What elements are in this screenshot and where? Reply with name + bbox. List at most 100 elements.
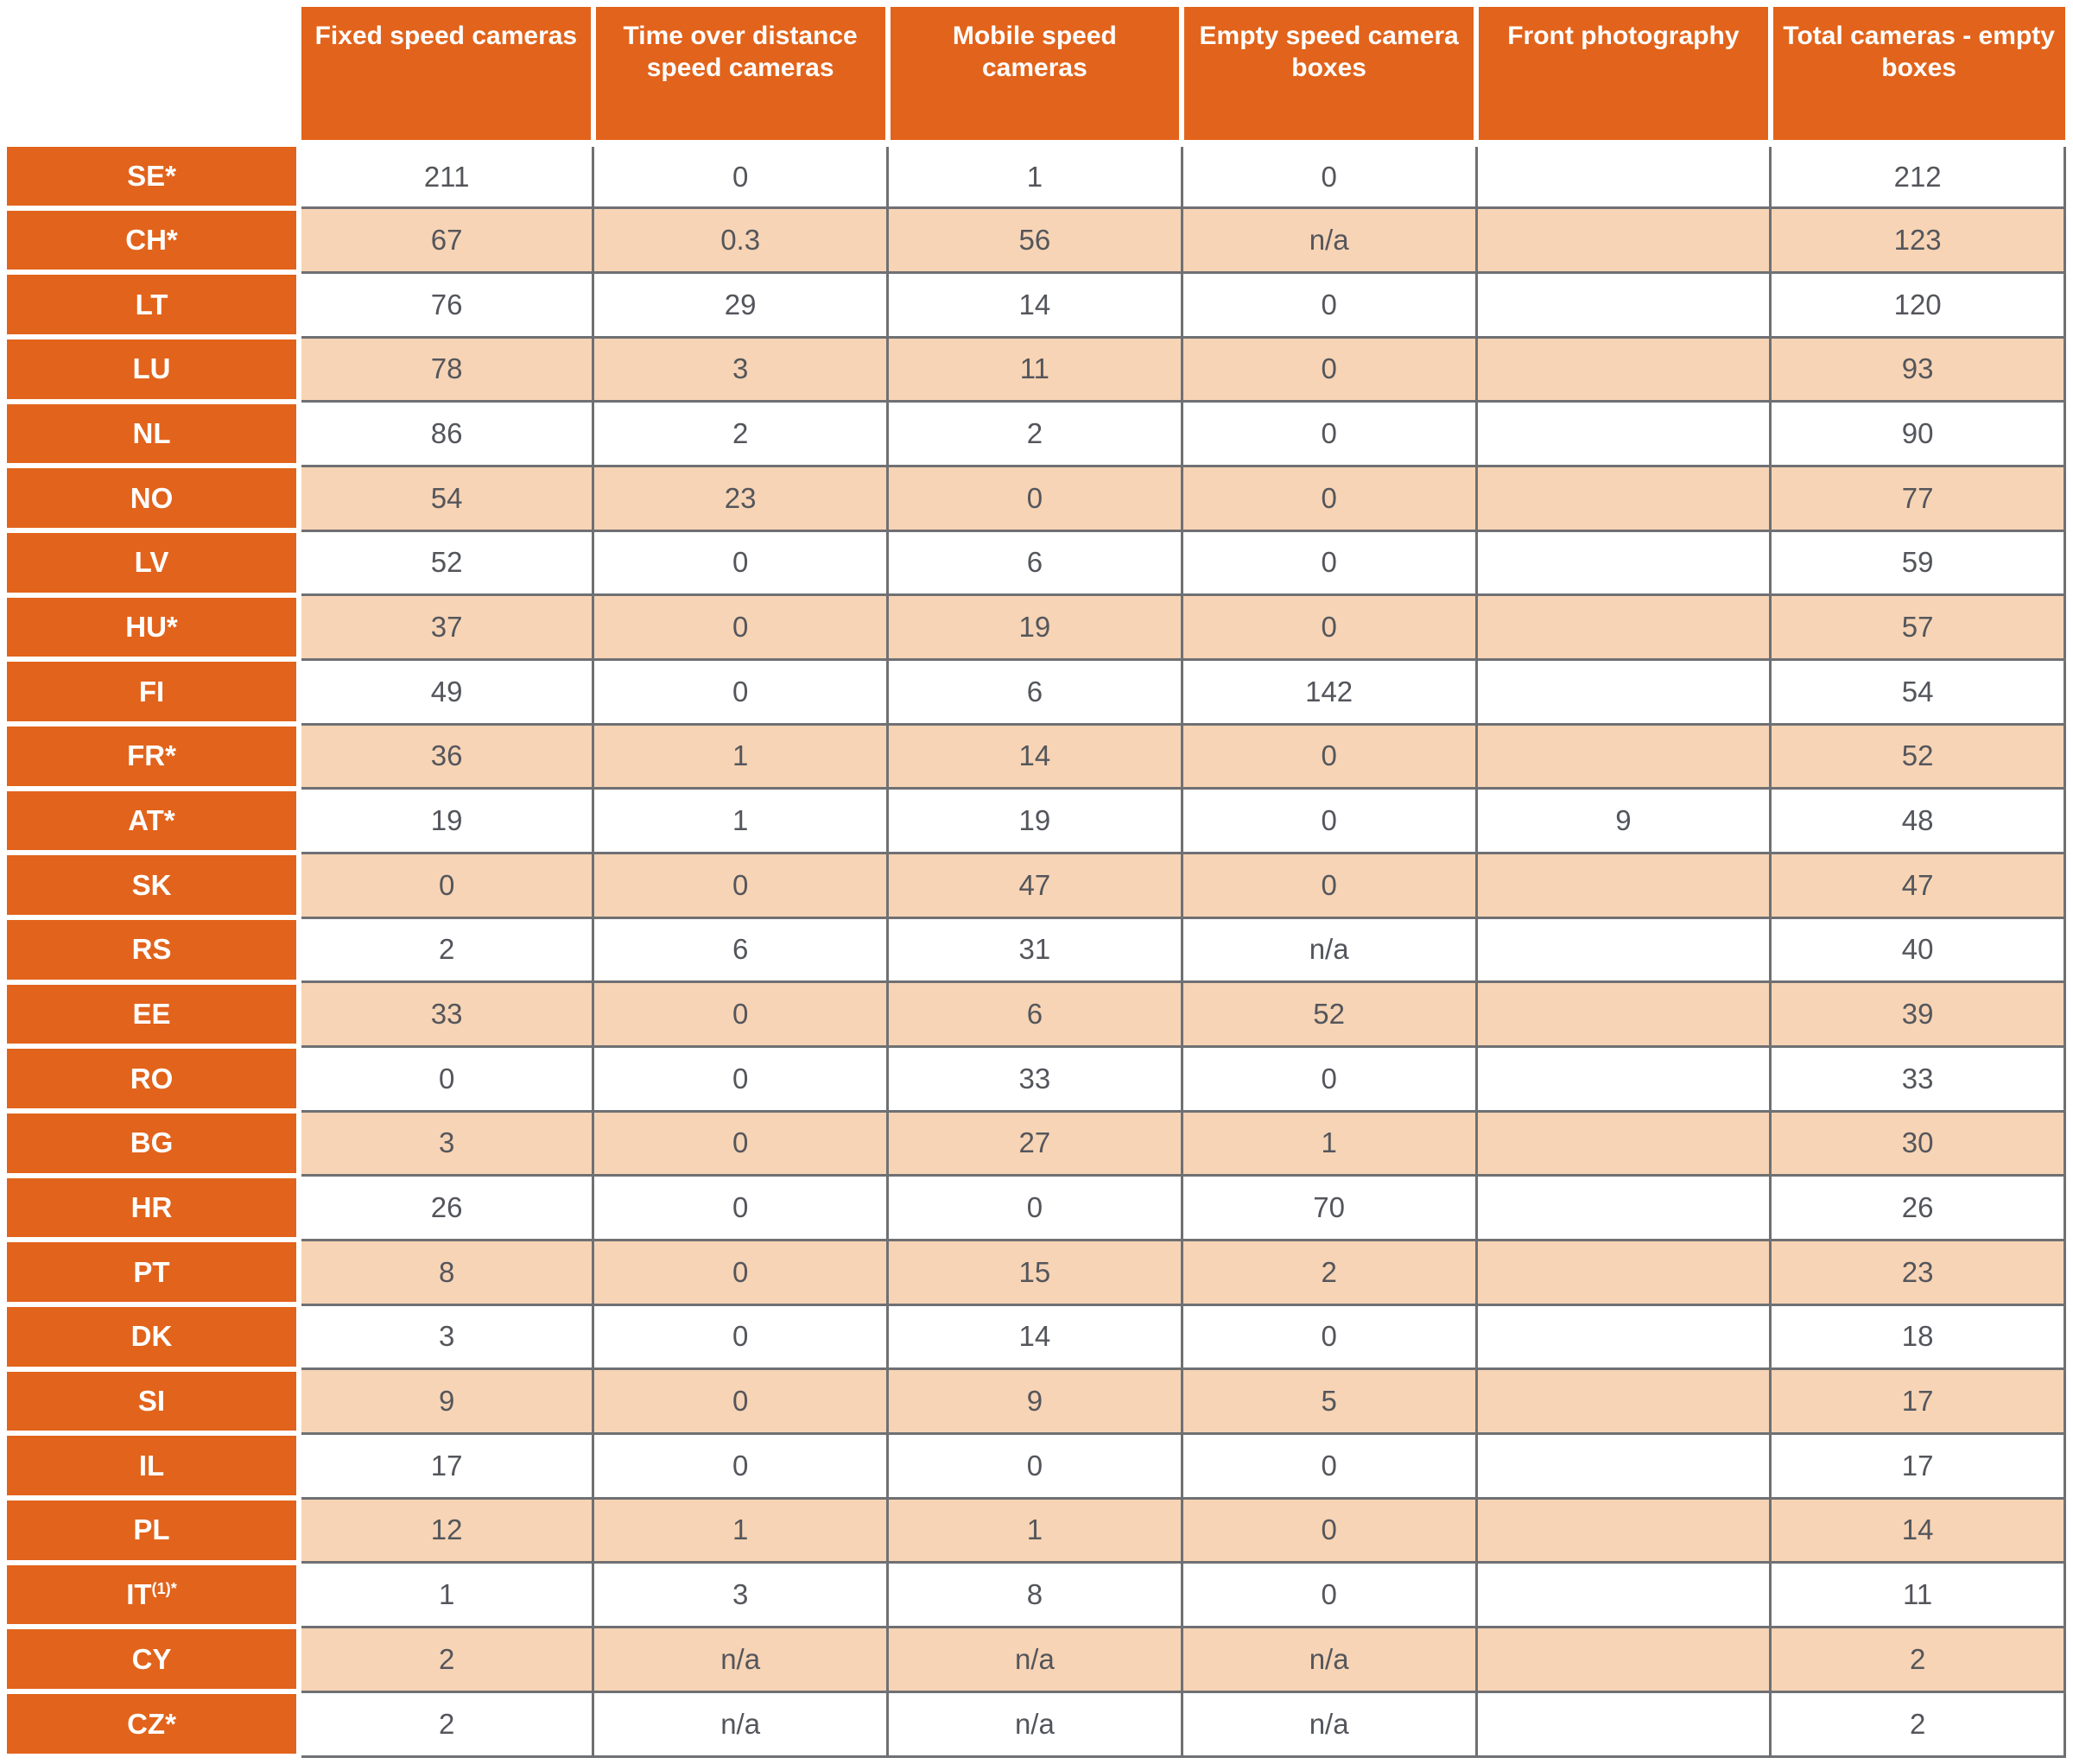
table-cell: 19 (299, 788, 593, 854)
table-cell: 3 (299, 1111, 593, 1177)
row-label: RO (7, 1046, 301, 1114)
table-row: IL 17 0 0 0 17 (7, 1433, 2066, 1501)
table-row: LV 52 0 6 0 59 (7, 530, 2066, 598)
table-cell: 70 (1180, 1175, 1476, 1241)
table-cell: n/a (1180, 1691, 1476, 1758)
table-cell: 78 (299, 337, 593, 403)
row-label-text: HU* (125, 611, 178, 644)
row-label: CH* (7, 207, 301, 276)
table-cell: 0 (886, 1433, 1182, 1500)
table-cell: n/a (592, 1691, 888, 1758)
table-row: NO 54 23 0 0 77 (7, 466, 2066, 534)
table-cell: 0 (592, 1046, 888, 1113)
table-cell: 86 (299, 401, 593, 467)
row-label-text: FI (138, 675, 165, 708)
table-cell: 40 (1769, 917, 2066, 984)
row-label-text: LU (132, 352, 171, 385)
row-label: AT* (7, 788, 301, 856)
table-cell: 1 (886, 1498, 1182, 1564)
table-cell (1474, 917, 1771, 984)
table-cell: 1 (886, 143, 1182, 210)
row-label-text: PL (133, 1513, 170, 1546)
table-cell: 2 (299, 1691, 593, 1758)
row-label-text: EE (132, 998, 171, 1031)
table-cell: 33 (1769, 1046, 2066, 1113)
table-cell: 2 (299, 917, 593, 984)
row-label: FI (7, 659, 301, 727)
table-cell: 6 (886, 659, 1182, 726)
table-cell: 0 (1180, 530, 1476, 597)
table-cell (1474, 1240, 1771, 1306)
row-label-superscript: (1)* (151, 1580, 177, 1598)
row-label-text: AT* (128, 804, 175, 837)
table-row: BG 3 0 27 1 30 (7, 1111, 2066, 1178)
table-row: HU* 37 0 19 0 57 (7, 594, 2066, 663)
row-label-text: SE* (127, 159, 176, 192)
table-cell: n/a (1180, 1627, 1476, 1693)
table-cell: 57 (1769, 594, 2066, 661)
row-label: CY (7, 1627, 301, 1695)
table-row: CH* 67 0.3 56 n/a 123 (7, 207, 2066, 276)
table-cell: 1 (592, 1498, 888, 1564)
column-header: Time over distance speed cameras (590, 7, 888, 147)
table-cell: 0 (1180, 1046, 1476, 1113)
table-cell: 18 (1769, 1304, 2066, 1371)
table-cell: 11 (1769, 1562, 2066, 1628)
row-label: SK (7, 853, 301, 921)
table-row: FR* 36 1 14 0 52 (7, 724, 2066, 791)
table-cell: 14 (886, 1304, 1182, 1371)
table-cell (1474, 1627, 1771, 1693)
row-label-text: HR (130, 1191, 173, 1224)
table-cell (1474, 594, 1771, 661)
table-row: CZ* 2 n/a n/a n/a 2 (7, 1691, 2066, 1759)
table-row: RS 2 6 31 n/a 40 (7, 917, 2066, 985)
table-cell: 142 (1180, 659, 1476, 726)
table-cell: 120 (1769, 272, 2066, 339)
table-cell: 0 (299, 853, 593, 919)
table-cell: 123 (1769, 207, 2066, 274)
table-cell: 0 (592, 530, 888, 597)
table-cell: 2 (1769, 1691, 2066, 1758)
table-cell: 27 (886, 1111, 1182, 1177)
row-label-text: RO (130, 1062, 174, 1095)
table-cell: 0 (592, 143, 888, 210)
row-label: SE* (7, 143, 301, 211)
table-row: PT 8 0 15 2 23 (7, 1240, 2066, 1308)
row-label-text: NO (130, 481, 174, 514)
table-cell (1474, 1562, 1771, 1628)
table-cell: 0 (1180, 401, 1476, 467)
table-cell: 47 (1769, 853, 2066, 919)
table-row: LU 78 3 11 0 93 (7, 337, 2066, 404)
table-cell: 23 (1769, 1240, 2066, 1306)
table-cell: 0 (1180, 143, 1476, 210)
table-cell: 30 (1769, 1111, 2066, 1177)
row-label: FR* (7, 724, 301, 791)
table-cell: 3 (592, 337, 888, 403)
table-row: FI 49 0 6 142 54 (7, 659, 2066, 727)
row-label: RS (7, 917, 301, 985)
table-cell: 0 (592, 1433, 888, 1500)
table-cell: 29 (592, 272, 888, 339)
row-label-text: IT (126, 1578, 152, 1611)
table-cell: 1 (1180, 1111, 1476, 1177)
table-cell (1474, 1111, 1771, 1177)
table-cell: 0 (592, 853, 888, 919)
table-cell (1474, 1046, 1771, 1113)
table-cell: 0 (1180, 853, 1476, 919)
table-cell: 6 (886, 530, 1182, 597)
row-label-text: BG (130, 1126, 174, 1159)
table-cell: 0 (1180, 466, 1476, 532)
table-cell: 93 (1769, 337, 2066, 403)
table-cell: n/a (886, 1627, 1182, 1693)
row-label: EE (7, 981, 301, 1050)
row-label-text: LT (135, 288, 168, 320)
row-label-text: SK (131, 868, 172, 901)
table-cell: 9 (299, 1368, 593, 1435)
table-cell (1474, 1304, 1771, 1371)
table-cell (1474, 143, 1771, 210)
table-cell (1474, 466, 1771, 532)
table-cell: 8 (886, 1562, 1182, 1628)
table-cell: 0 (1180, 1562, 1476, 1628)
corner-cell (7, 7, 301, 147)
